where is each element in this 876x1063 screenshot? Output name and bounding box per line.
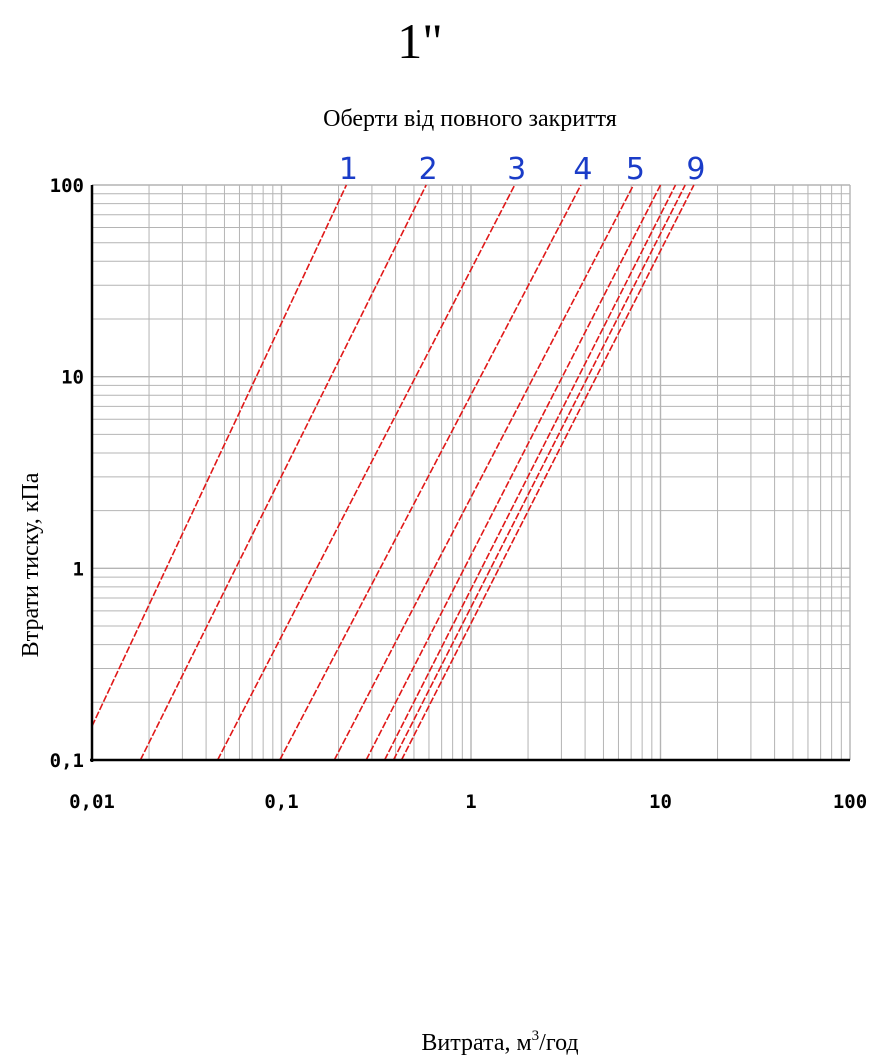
x-tick-label: 1 <box>465 791 476 813</box>
y-axis-label: Втрати тиску, кПа <box>18 472 44 657</box>
x-axis-label: Витрата, м3/год <box>421 1028 578 1056</box>
curve-label-5: 5 <box>626 152 645 187</box>
x-tick-label: 10 <box>649 791 672 813</box>
curve-series-unlabeled-6 <box>383 184 677 761</box>
x-tick-label: 0,01 <box>69 791 115 813</box>
curve-series-unlabeled-7 <box>392 184 686 761</box>
x-axis-label-sup: 3 <box>532 1028 540 1044</box>
curve-label-3: 3 <box>507 152 526 187</box>
y-tick-label: 0,1 <box>50 750 84 772</box>
y-tick-label: 1 <box>73 558 84 580</box>
curve-label-2: 2 <box>419 152 438 187</box>
curve-series-9 <box>400 184 695 761</box>
curve-label-4: 4 <box>573 152 592 187</box>
x-tick-label: 100 <box>833 791 867 813</box>
chart-title: Оберти від повного закриття <box>323 106 617 132</box>
curve-label-9: 9 <box>686 152 705 187</box>
curve-series-4 <box>279 184 582 761</box>
curves <box>91 184 695 761</box>
curve-series-2 <box>139 184 427 761</box>
curve-label-1: 1 <box>339 152 358 187</box>
y-tick-label: 100 <box>50 175 84 197</box>
y-tick-label: 10 <box>61 367 84 389</box>
x-tick-label: 0,1 <box>264 791 298 813</box>
size-label: 1" <box>397 13 442 69</box>
curve-series-1 <box>91 184 348 727</box>
x-tick-labels: 0,01 0,1 1 10 100 <box>69 791 867 813</box>
axes <box>90 185 850 762</box>
grid-lines <box>91 184 851 761</box>
curve-series-5 <box>333 184 635 761</box>
x-axis-label-tail: /год <box>539 1030 578 1056</box>
x-axis-label-main: Витрата, м <box>421 1030 531 1056</box>
y-tick-labels: 0,1 1 10 100 <box>50 175 84 772</box>
